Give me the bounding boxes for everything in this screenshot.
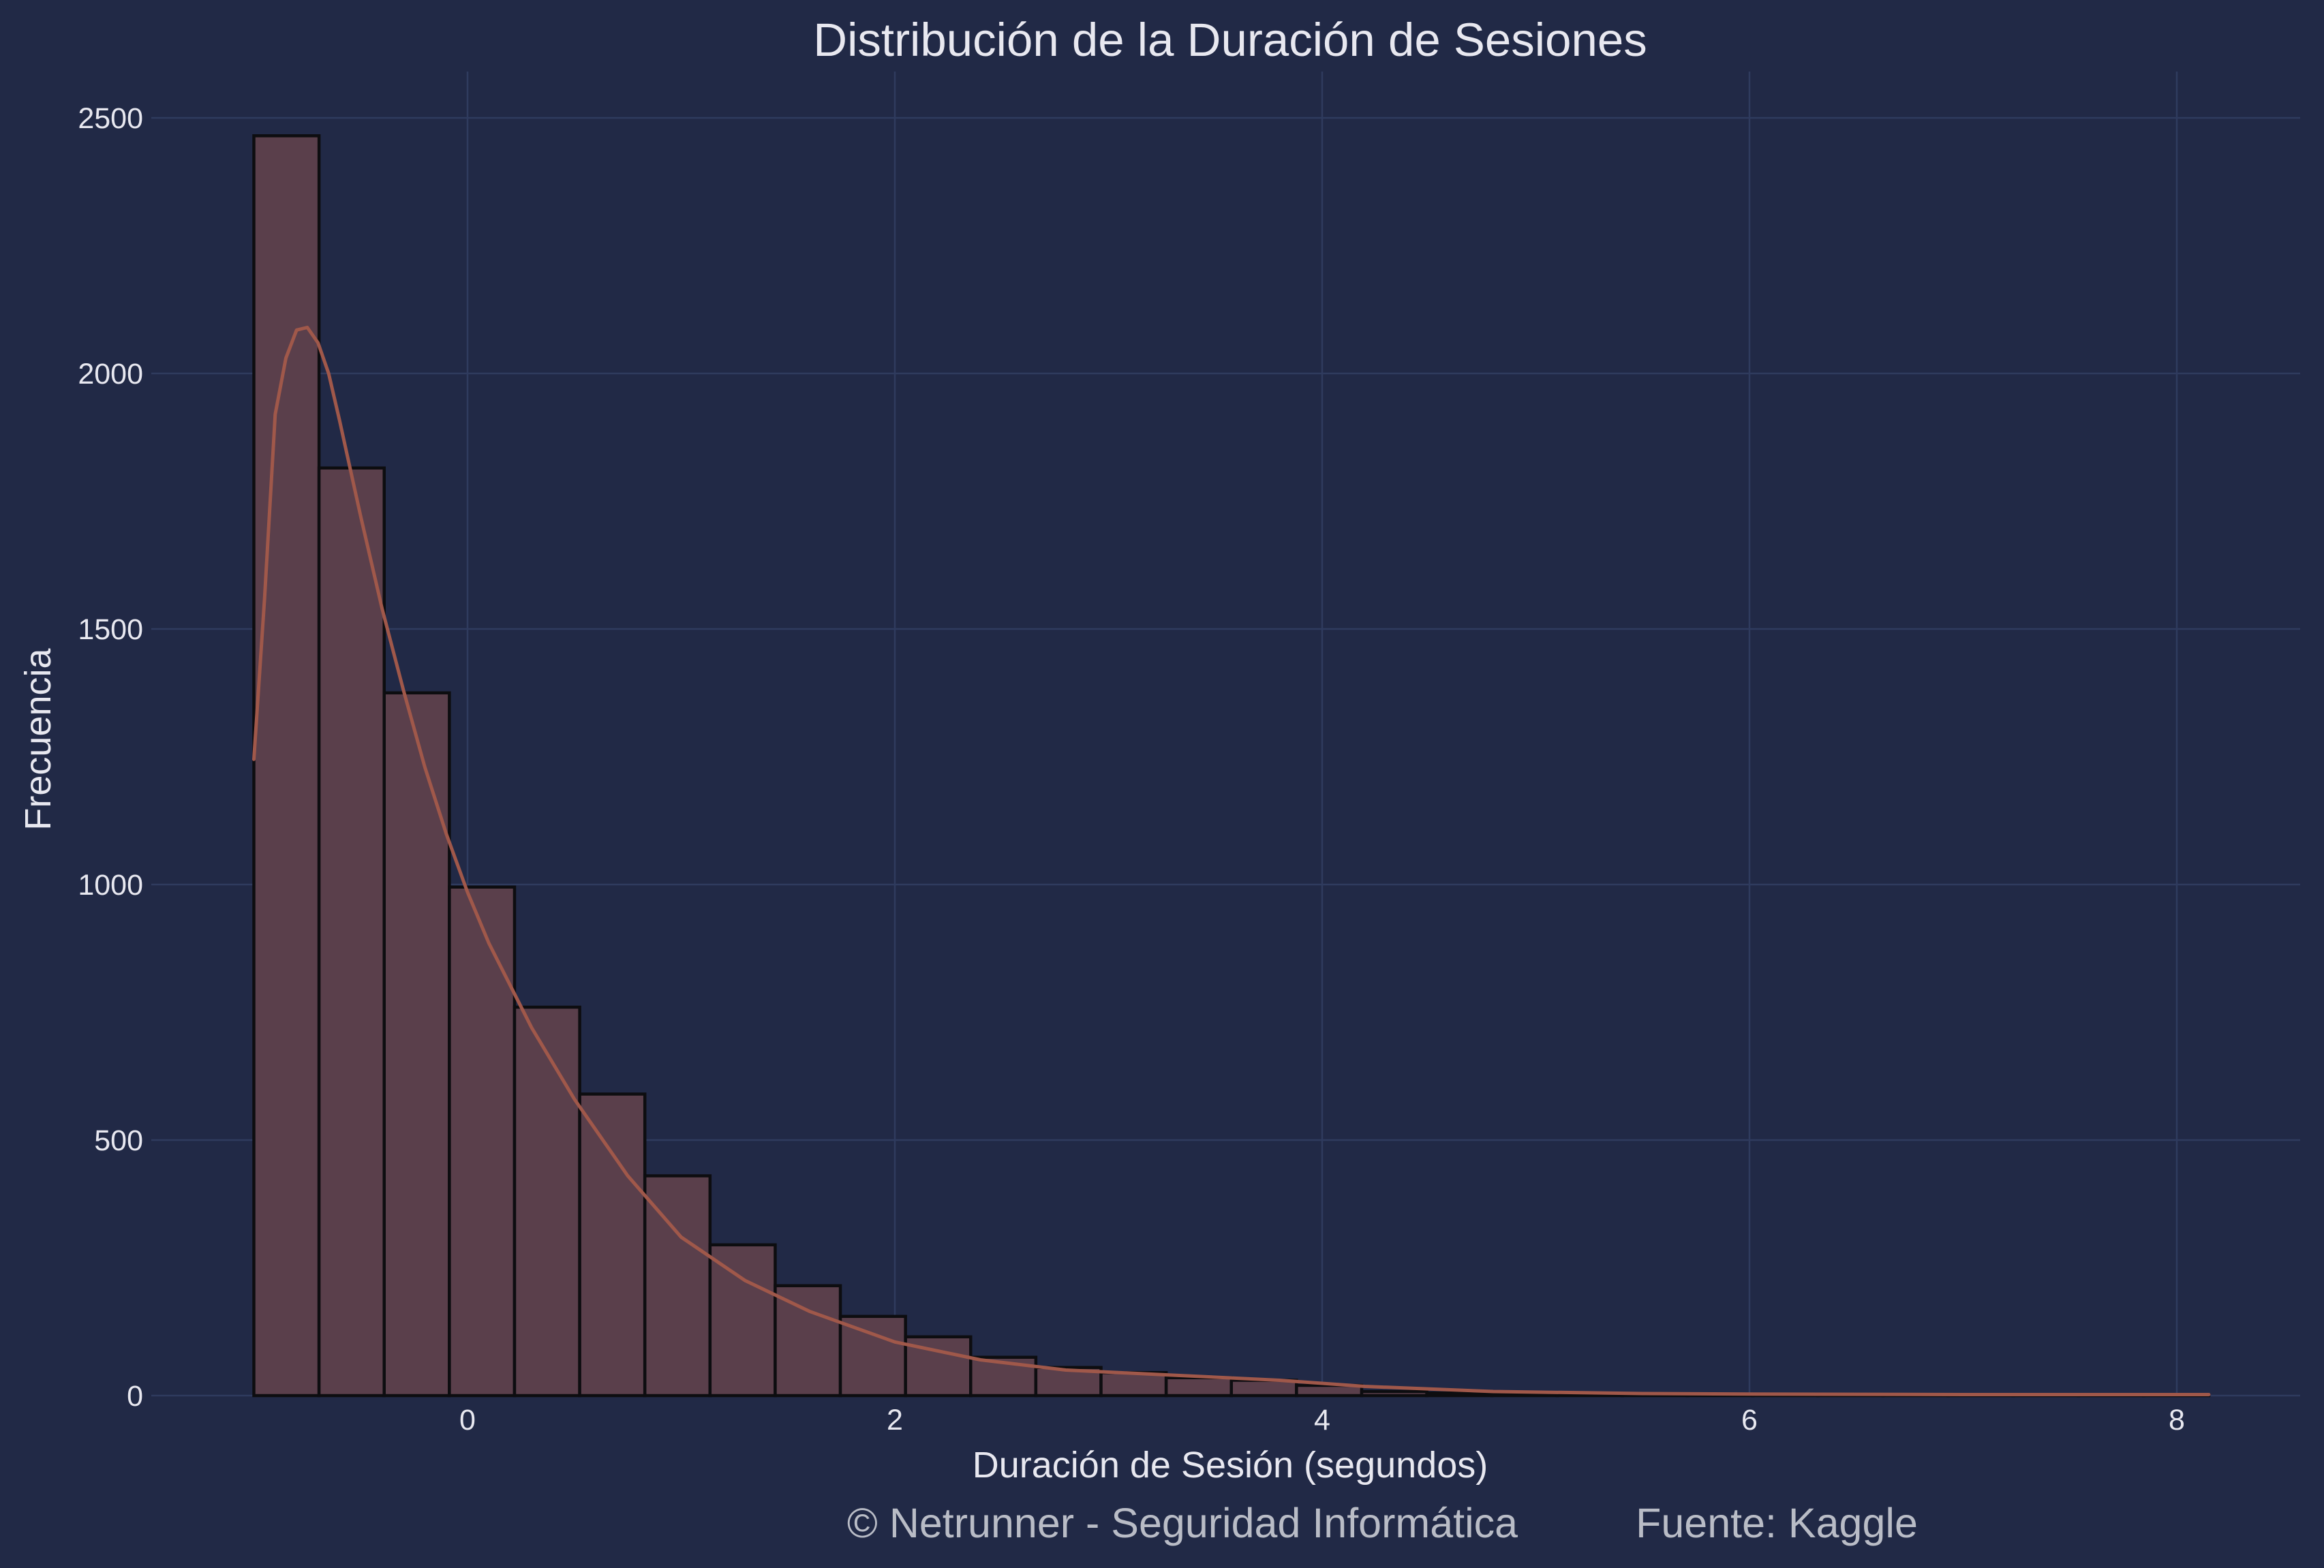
- y-tick-label: 500: [94, 1124, 143, 1157]
- histogram-bar: [252, 134, 321, 1398]
- x-axis-ticks: 0 2 4 6 8: [459, 1404, 2185, 1436]
- y-axis-ticks: 0 500 1000 1500 2000 2500: [78, 102, 143, 1413]
- footer-copyright: © Netrunner - Seguridad Informática: [847, 1500, 1518, 1546]
- histogram-bar: [513, 1005, 581, 1398]
- footer-source: Fuente: Kaggle: [1636, 1500, 1918, 1546]
- y-tick-label: 2000: [78, 358, 143, 390]
- y-tick-label: 2500: [78, 102, 143, 135]
- histogram-bar: [1360, 1389, 1428, 1398]
- x-tick-label: 6: [1741, 1404, 1758, 1436]
- histogram-bar: [317, 466, 386, 1398]
- histogram-bar: [774, 1284, 842, 1398]
- y-axis-label: Frecuencia: [18, 647, 59, 830]
- histogram-bar: [643, 1174, 712, 1398]
- histogram-bar: [1425, 1392, 1494, 1398]
- x-tick-label: 2: [887, 1404, 903, 1436]
- histogram-bar: [448, 885, 517, 1398]
- histogram-bar: [578, 1092, 647, 1398]
- histogram-bar: [382, 691, 451, 1398]
- histogram-bar: [708, 1243, 777, 1398]
- histogram-bar: [1490, 1392, 1559, 1398]
- y-tick-label: 1000: [78, 869, 143, 902]
- y-tick-label: 0: [127, 1380, 143, 1413]
- histogram-bar: [1164, 1376, 1234, 1398]
- x-tick-label: 8: [2169, 1404, 2185, 1436]
- x-tick-label: 0: [459, 1404, 476, 1436]
- histogram-bars: [252, 134, 2211, 1398]
- chart-title: Distribución de la Duración de Sesiones: [813, 14, 1647, 66]
- x-axis-label: Duración de Sesión (segundos): [973, 1445, 1488, 1486]
- kde-density-line: [252, 326, 2211, 1396]
- histogram-bar: [1229, 1379, 1298, 1398]
- x-tick-label: 4: [1314, 1404, 1330, 1436]
- histogram-bar: [838, 1315, 907, 1398]
- y-tick-label: 1500: [78, 613, 143, 646]
